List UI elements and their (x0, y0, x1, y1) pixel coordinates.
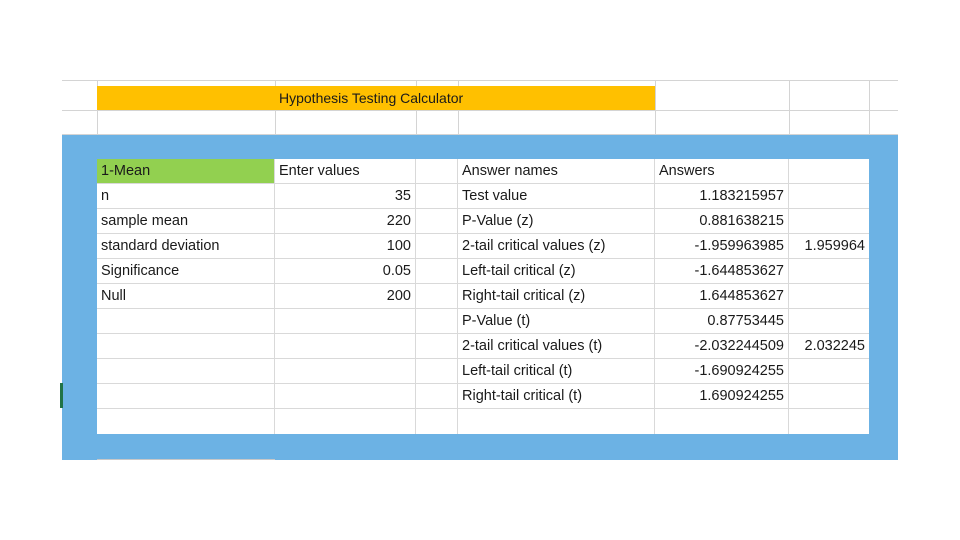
result-name[interactable]: 2-tail critical values (t) (458, 334, 655, 359)
result-name[interactable]: Right-tail critical (t) (458, 384, 655, 409)
result-name[interactable]: P-Value (z) (458, 209, 655, 234)
sheet-edge-line (97, 459, 275, 460)
result-name[interactable]: Left-tail critical (z) (458, 259, 655, 284)
empty-cell[interactable] (789, 159, 869, 184)
input-value[interactable]: 220 (275, 209, 416, 234)
empty-cell[interactable] (416, 159, 458, 184)
result-answer[interactable]: 0.881638215 (655, 209, 789, 234)
result-extra[interactable] (789, 359, 869, 384)
result-extra[interactable]: 2.032245 (789, 334, 869, 359)
input-label[interactable]: Significance (97, 259, 275, 284)
empty-cell[interactable] (275, 384, 416, 409)
result-extra[interactable] (789, 284, 869, 309)
empty-cell[interactable] (458, 409, 655, 434)
empty-cell[interactable] (416, 384, 458, 409)
empty-cell[interactable] (97, 409, 275, 434)
empty-cell[interactable] (416, 259, 458, 284)
empty-cell[interactable] (416, 184, 458, 209)
result-answer[interactable]: -1.644853627 (655, 259, 789, 284)
empty-cell[interactable] (97, 359, 275, 384)
result-name[interactable]: P-Value (t) (458, 309, 655, 334)
result-answer[interactable]: 1.183215957 (655, 184, 789, 209)
input-label[interactable]: n (97, 184, 275, 209)
empty-cell[interactable] (275, 309, 416, 334)
result-extra[interactable] (789, 384, 869, 409)
empty-cell[interactable] (416, 284, 458, 309)
empty-cell[interactable] (416, 409, 458, 434)
section-header-cell[interactable]: 1-Mean (97, 159, 275, 184)
result-extra[interactable] (789, 209, 869, 234)
result-extra[interactable] (789, 184, 869, 209)
input-label[interactable]: standard deviation (97, 234, 275, 259)
empty-cell[interactable] (275, 334, 416, 359)
result-name[interactable]: Right-tail critical (z) (458, 284, 655, 309)
result-answer[interactable]: 1.690924255 (655, 384, 789, 409)
empty-cell[interactable] (416, 359, 458, 384)
empty-cell[interactable] (275, 409, 416, 434)
empty-cell[interactable] (416, 209, 458, 234)
answers-header[interactable]: Answers (655, 159, 789, 184)
result-answer[interactable]: -2.032244509 (655, 334, 789, 359)
empty-cell[interactable] (655, 409, 789, 434)
grid-line (62, 110, 898, 111)
title-text: Hypothesis Testing Calculator (279, 90, 464, 106)
enter-values-header[interactable]: Enter values (275, 159, 416, 184)
calculator-table: 1-Mean Enter values Answer names Answers… (97, 159, 869, 434)
grid-line (62, 80, 898, 81)
empty-cell[interactable] (416, 309, 458, 334)
input-value[interactable]: 100 (275, 234, 416, 259)
empty-cell[interactable] (97, 384, 275, 409)
result-answer[interactable]: 1.644853627 (655, 284, 789, 309)
answer-names-header[interactable]: Answer names (458, 159, 655, 184)
empty-cell[interactable] (97, 309, 275, 334)
title-banner[interactable] (97, 86, 655, 110)
spreadsheet-area: Hypothesis Testing Calculator 1-Mean Ent… (62, 80, 898, 460)
grid-line (789, 80, 790, 135)
result-extra[interactable] (789, 259, 869, 284)
empty-cell[interactable] (416, 234, 458, 259)
result-answer[interactable]: -1.690924255 (655, 359, 789, 384)
empty-cell[interactable] (416, 334, 458, 359)
result-name[interactable]: 2-tail critical values (z) (458, 234, 655, 259)
input-label[interactable]: sample mean (97, 209, 275, 234)
result-answer[interactable]: 0.87753445 (655, 309, 789, 334)
result-extra[interactable] (789, 309, 869, 334)
input-value[interactable]: 0.05 (275, 259, 416, 284)
input-label[interactable]: Null (97, 284, 275, 309)
empty-cell[interactable] (97, 334, 275, 359)
result-extra[interactable]: 1.959964 (789, 234, 869, 259)
grid-line (869, 80, 870, 135)
result-name[interactable]: Left-tail critical (t) (458, 359, 655, 384)
empty-cell[interactable] (275, 359, 416, 384)
result-answer[interactable]: -1.959963985 (655, 234, 789, 259)
row-selection-marker (60, 383, 63, 408)
input-value[interactable]: 35 (275, 184, 416, 209)
result-name[interactable]: Test value (458, 184, 655, 209)
input-value[interactable]: 200 (275, 284, 416, 309)
grid-line (655, 80, 656, 135)
grid-line (62, 134, 898, 135)
empty-cell[interactable] (789, 409, 869, 434)
